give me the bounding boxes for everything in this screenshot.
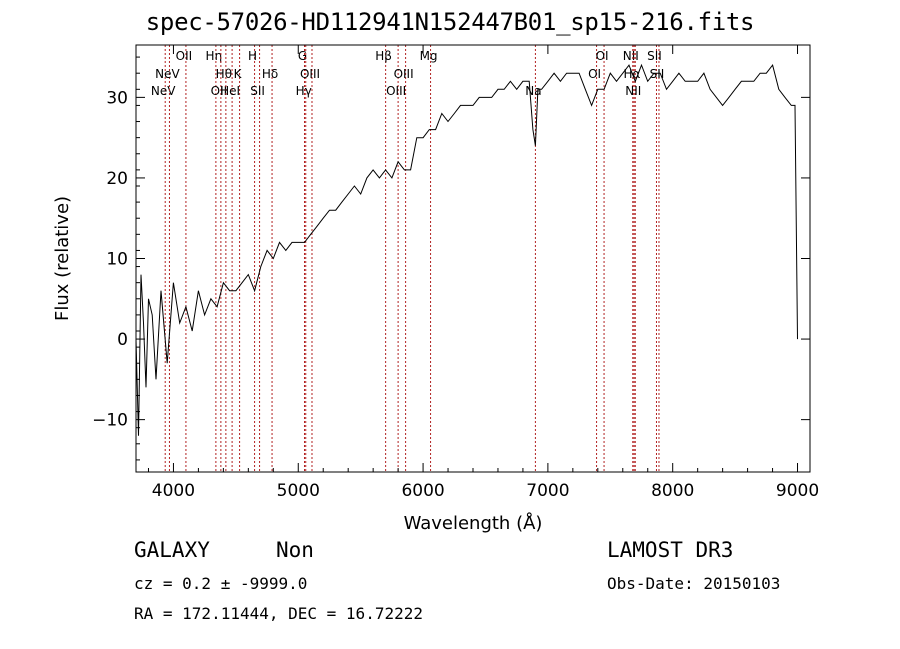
line-label-0: NeV [151, 84, 176, 98]
line-label-1: NeV [155, 67, 180, 81]
x-tick-label-3: 7000 [526, 481, 569, 501]
line-label-19: OI [588, 67, 601, 81]
chart-title: spec-57026-HD112941N152447B01_sp15-216.f… [145, 8, 755, 36]
coordinates-text: RA = 172.11444, DEC = 16.72222 [134, 604, 423, 623]
x-tick-label-0: 4000 [152, 481, 195, 501]
x-tick-label-4: 8000 [651, 481, 694, 501]
line-label-23: NII [625, 84, 641, 98]
line-label-20: OI [596, 49, 609, 63]
y-tick-label-0: −10 [92, 411, 128, 431]
line-label-8: H [248, 49, 257, 63]
line-label-21: NII [623, 49, 639, 63]
line-label-18: Na [525, 84, 541, 98]
line-label-13: OIII [300, 67, 320, 81]
line-label-14: Hβ [375, 49, 392, 63]
line-label-5: Hθ [216, 67, 232, 81]
line-label-15: OIII [386, 84, 406, 98]
line-label-2: OII [176, 49, 193, 63]
line-label-12: Hγ [296, 84, 312, 98]
line-label-6: HeI [220, 84, 240, 98]
line-label-11: G [298, 49, 307, 63]
y-tick-label-2: 10 [106, 250, 128, 270]
line-label-25: SII [650, 67, 665, 81]
y-tick-label-3: 20 [106, 169, 128, 189]
x-axis-label: Wavelength (Å) [404, 512, 543, 534]
class-label: GALAXY [134, 538, 210, 562]
y-tick-label-4: 30 [106, 88, 128, 108]
y-axis-label: Flux (relative) [52, 196, 73, 321]
x-tick-label-1: 5000 [277, 481, 320, 501]
subclass-label: Non [276, 538, 314, 562]
line-label-4: OII [211, 84, 228, 98]
redshift-text: cz = 0.2 ± -9999.0 [134, 574, 308, 593]
line-label-9: SII [250, 84, 265, 98]
line-label-17: Mg [420, 49, 438, 63]
line-label-7: K [234, 67, 243, 81]
line-label-16: OIII [394, 67, 414, 81]
plot-frame [135, 44, 811, 473]
x-tick-label-2: 6000 [401, 481, 444, 501]
spectrum-series-line [135, 63, 798, 436]
survey-label: LAMOST DR3 [607, 538, 734, 562]
line-label-3: Hη [206, 49, 223, 63]
y-tick-label-1: 0 [117, 330, 128, 350]
x-tick-label-5: 9000 [776, 481, 819, 501]
obs-date-text: Obs-Date: 20150103 [607, 574, 781, 593]
line-label-24: SII [647, 49, 662, 63]
line-label-10: Hδ [262, 67, 278, 81]
